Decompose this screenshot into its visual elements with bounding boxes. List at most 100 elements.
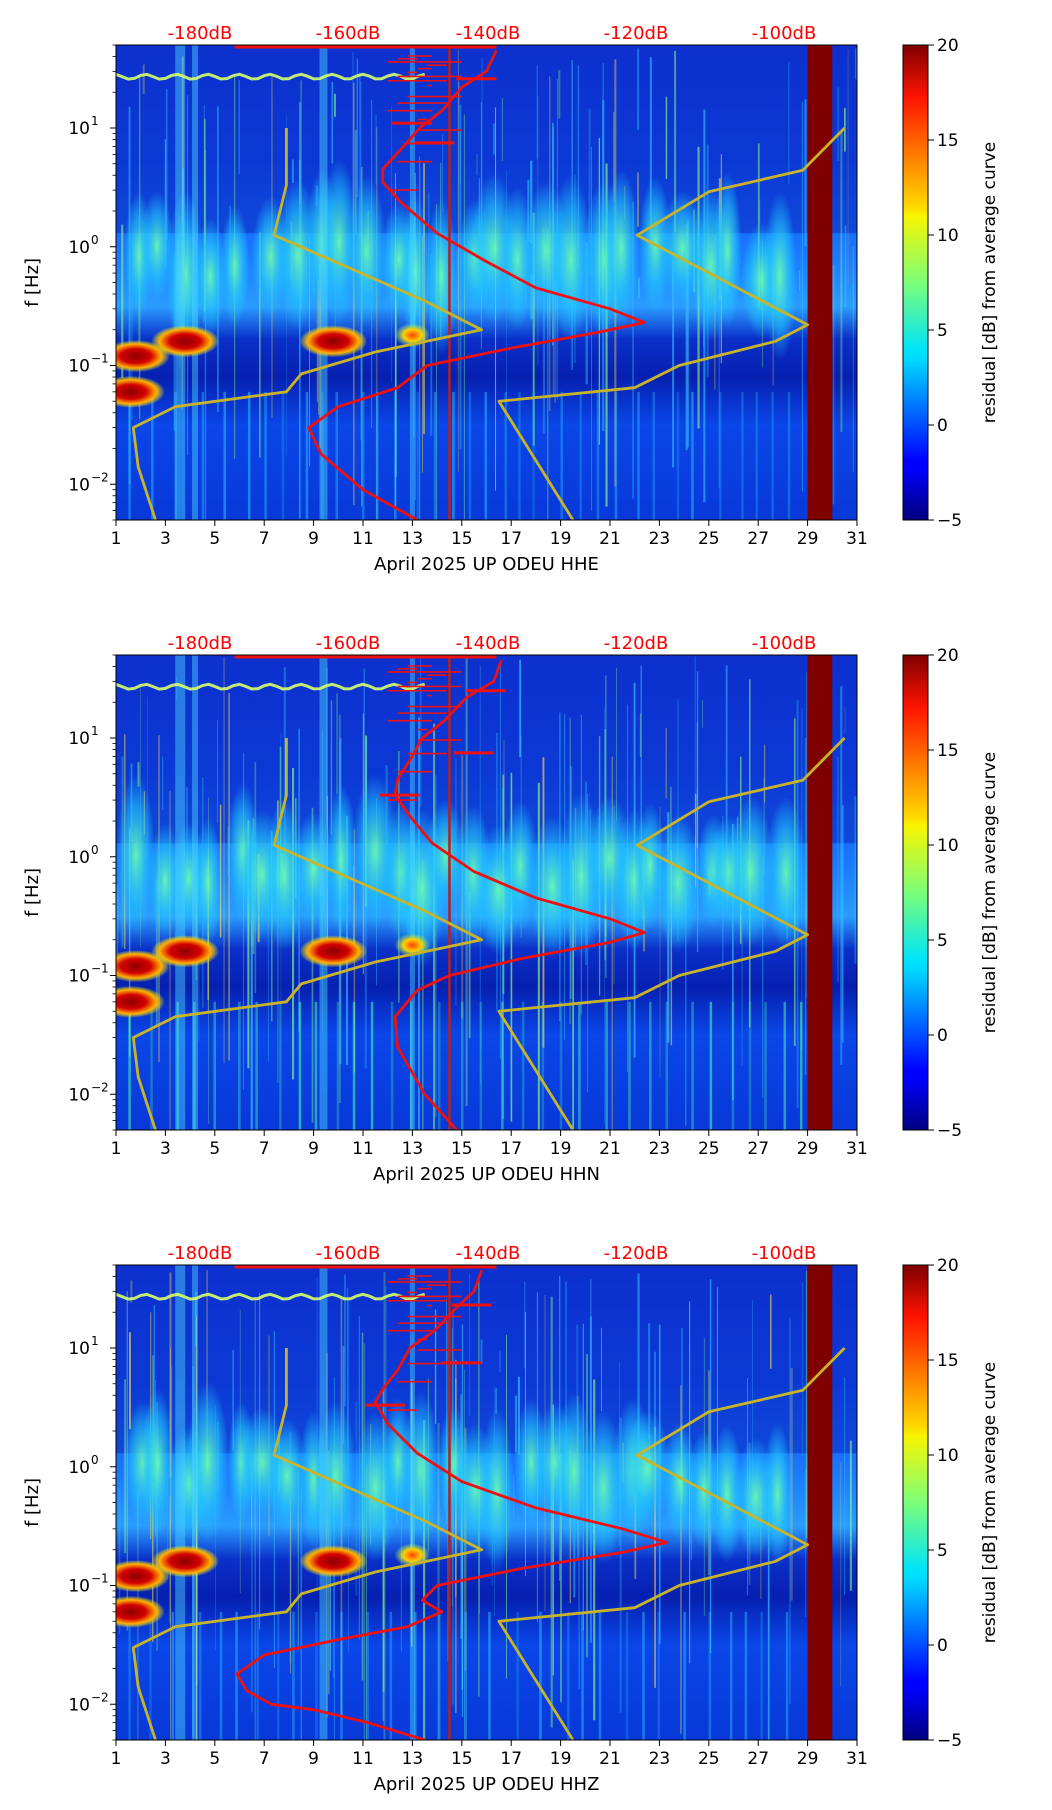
low-frequency-stripe xyxy=(468,391,472,520)
energy-cloud xyxy=(710,1424,744,1564)
low-frequency-stripe xyxy=(676,391,680,520)
top-db-label: -180dB xyxy=(168,633,233,654)
energy-cloud xyxy=(763,191,797,361)
high-frequency-band xyxy=(116,1265,857,1454)
x-tick-label: 3 xyxy=(160,529,171,549)
low-frequency-stripe xyxy=(799,1001,803,1130)
low-frequency-stripe xyxy=(390,1001,394,1130)
energy-cloud xyxy=(400,190,430,354)
event-hot xyxy=(299,325,368,358)
curve-nlnm-olive xyxy=(131,1348,484,1740)
low-frequency-stripe xyxy=(567,1611,570,1740)
x-tick-label: 27 xyxy=(747,1139,769,1159)
y-tick-exponent: 0 xyxy=(91,1453,99,1467)
x-tick-label: 17 xyxy=(500,529,522,549)
x-tick-label: 19 xyxy=(550,1139,572,1159)
low-frequency-stripe xyxy=(174,391,177,520)
y-tick-label: 10 xyxy=(68,848,90,868)
x-tick-label: 1 xyxy=(111,1749,122,1769)
energy-cloud xyxy=(315,1401,357,1552)
low-frequency-stripe xyxy=(340,1611,343,1740)
bright-column xyxy=(175,45,186,520)
low-frequency-stripe xyxy=(488,1611,491,1740)
low-frequency-stripe xyxy=(416,391,419,520)
low-frequency-stripe xyxy=(409,1001,413,1130)
energy-cloud xyxy=(325,783,358,937)
low-frequency-stripe xyxy=(760,1611,763,1740)
colorbar-tick-label: 10 xyxy=(937,1446,959,1466)
energy-cloud xyxy=(194,217,226,335)
x-tick-label: 7 xyxy=(259,1749,270,1769)
low-frequency-stripe xyxy=(128,1611,131,1740)
low-frequency-stripe xyxy=(279,1001,282,1130)
y-tick-label: 10 xyxy=(68,1085,90,1105)
low-frequency-stripe xyxy=(336,1001,340,1130)
low-frequency-stripe xyxy=(452,391,455,520)
low-frequency-stripe xyxy=(370,1001,374,1130)
y-tick-label: 10 xyxy=(68,357,90,377)
y-tick-exponent: −1 xyxy=(91,1572,109,1586)
x-tick-label: 7 xyxy=(259,1139,270,1159)
low-frequency-stripe xyxy=(691,1001,694,1130)
low-frequency-stripe xyxy=(213,1001,217,1130)
x-tick-label: 29 xyxy=(797,529,819,549)
colorbar-tick-label: 0 xyxy=(937,1636,948,1656)
low-frequency-stripe xyxy=(578,1001,581,1130)
energy-cloud xyxy=(220,205,250,327)
low-frequency-stripe xyxy=(771,391,774,520)
colorbar: −5 0 5 10 15 20 residual [dB] from average cur… xyxy=(902,36,1000,531)
y-tick-exponent: 0 xyxy=(91,233,99,247)
x-tick-label: 23 xyxy=(649,1139,671,1159)
curve-nhnm-olive xyxy=(497,1347,846,1740)
top-db-label: -180dB xyxy=(168,23,233,44)
low-frequency-stripe xyxy=(652,391,656,520)
colorbar-tick-label: 20 xyxy=(937,1256,959,1276)
low-frequency-stripe xyxy=(596,391,600,520)
y-tick-label: 10 xyxy=(68,238,90,258)
low-frequency-stripe xyxy=(541,1001,545,1130)
x-tick-label: 31 xyxy=(846,529,868,549)
x-tick-label: 9 xyxy=(308,529,319,549)
x-tick-label: 15 xyxy=(451,1139,473,1159)
energy-cloud xyxy=(713,171,742,330)
energy-cloud xyxy=(264,798,305,952)
x-tick-label: 5 xyxy=(209,1139,220,1159)
low-frequency-stripe xyxy=(614,391,618,520)
y-tick-exponent: 0 xyxy=(91,843,99,857)
energy-cloud xyxy=(186,1381,230,1543)
y-tick-label: 10 xyxy=(68,1577,90,1597)
y-axis-label: f [Hz] xyxy=(22,868,43,917)
colorbar-tick-label: 10 xyxy=(937,836,959,856)
energy-cloud xyxy=(623,1410,672,1527)
low-frequency-stripe xyxy=(193,1001,196,1130)
low-frequency-stripe xyxy=(235,1611,238,1740)
event-hot xyxy=(299,1545,368,1578)
low-frequency-stripe xyxy=(314,1001,318,1130)
bright-column xyxy=(409,655,415,1130)
top-db-label: -100dB xyxy=(752,633,817,654)
colorbar-tick-label: 0 xyxy=(937,416,948,436)
energy-cloud xyxy=(141,1387,174,1540)
energy-cloud xyxy=(347,175,387,328)
low-frequency-stripe xyxy=(438,1611,441,1740)
low-frequency-stripe xyxy=(642,1611,645,1740)
y-tick-label: 10 xyxy=(68,729,90,749)
low-frequency-stripe xyxy=(201,391,205,520)
colorbar-gradient xyxy=(902,654,929,1131)
event-hot xyxy=(299,935,368,968)
top-db-label: -120dB xyxy=(604,23,669,44)
y-tick-label: 10 xyxy=(68,119,90,139)
x-axis-label: April 2025 UP ODEU HHN xyxy=(373,1164,600,1185)
low-frequency-stripe xyxy=(281,391,285,520)
noise-band-25hz xyxy=(116,682,426,691)
curve-psd-mean-red xyxy=(393,659,646,1130)
bright-column xyxy=(319,655,328,1130)
low-frequency-stripe xyxy=(539,1611,542,1740)
top-db-label: -120dB xyxy=(604,633,669,654)
y-tick-label: 10 xyxy=(68,1458,90,1478)
low-frequency-stripe xyxy=(783,1001,787,1130)
x-tick-label: 1 xyxy=(111,529,122,549)
x-tick-label: 21 xyxy=(599,1139,621,1159)
